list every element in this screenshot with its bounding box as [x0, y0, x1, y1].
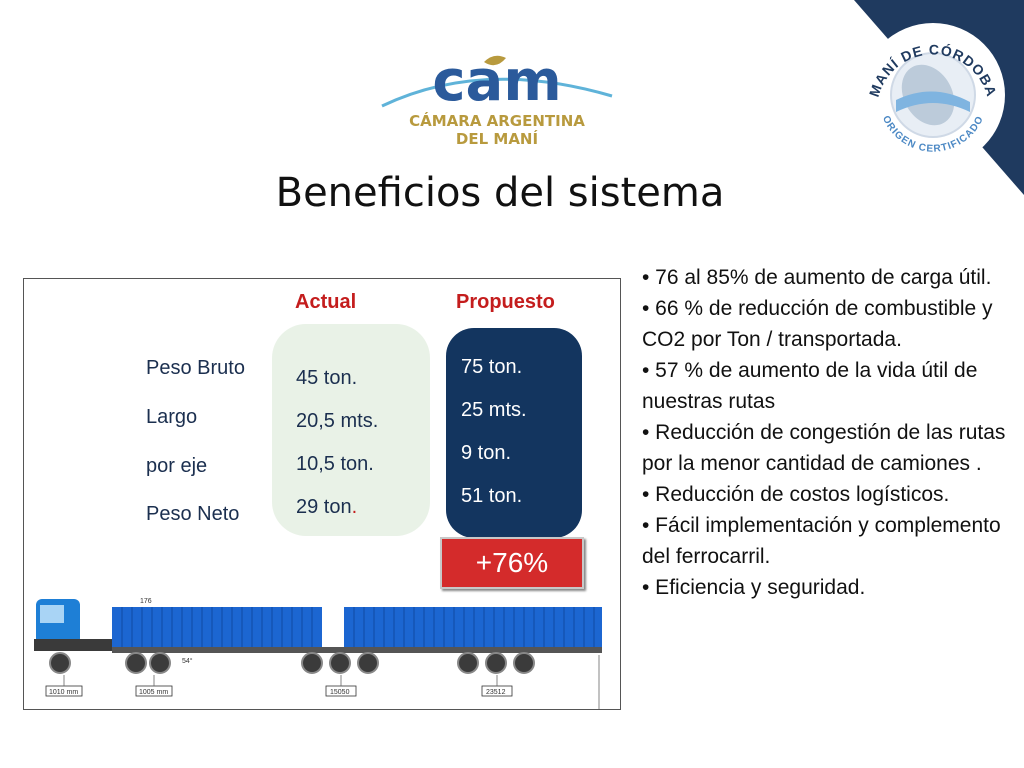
dim-1: 1010 mm [49, 689, 78, 696]
benefit-item: • 76 al 85% de aumento de carga útil. [642, 266, 992, 289]
increase-badge: +76% [440, 537, 584, 589]
trailer-2 [344, 607, 602, 653]
proposed-gross-weight: 75 ton. [461, 356, 523, 378]
actual-box [272, 324, 430, 536]
logo-line2: DEL MANÍ [456, 129, 539, 148]
benefits-list: • 76 al 85% de aumento de carga útil. • … [642, 262, 1012, 603]
logo-line1: CÁMARA ARGENTINA [409, 111, 585, 130]
row-label-net-weight: Peso Neto [146, 503, 240, 525]
actual-net-weight: 29 ton. [296, 496, 358, 518]
trailer-1 [112, 607, 344, 653]
cam-logo: cam CÁMARA ARGENTINA DEL MANÍ [381, 49, 613, 148]
proposed-per-axle: 9 ton. [461, 442, 512, 464]
row-label-gross-weight: Peso Bruto [146, 357, 245, 379]
leaf-icon [484, 55, 506, 66]
benefit-item: • Reducción de congestión de las rutas p… [642, 421, 1006, 475]
actual-header: Actual [295, 291, 357, 313]
benefit-item: • Reducción de costos logísticos. [642, 483, 950, 506]
dim-2: 1005 mm [139, 689, 168, 696]
actual-gross-weight: 45 ton. [296, 367, 358, 389]
row-label-per-axle: por eje [146, 455, 208, 477]
bitrain-truck-illustration: 176 54° 1010 mm 1005 mm 15050 23512 [34, 598, 602, 709]
page-title: Beneficios del sistema [275, 170, 725, 216]
benefit-item: • 66 % de reducción de combustible y CO2… [642, 297, 993, 351]
logo-wordmark: cam [432, 49, 561, 114]
actual-per-axle: 10,5 ton. [296, 453, 374, 475]
proposed-length: 25 mts. [461, 399, 527, 421]
benefit-item: • Eficiencia y seguridad. [642, 576, 866, 599]
trailer-plate: 176 [140, 598, 152, 605]
mani-de-cordoba-seal: MANÍ DE CÓRDOBA ORIGEN CERTIFICADO [861, 23, 1005, 167]
truck-cab [34, 599, 114, 651]
benefit-item: • 57 % de aumento de la vida útil de nue… [642, 359, 978, 413]
benefit-item: • Fácil implementación y complemento del… [642, 514, 1001, 568]
proposed-net-weight: 51 ton. [461, 485, 523, 507]
dim-4: 23512 [486, 689, 506, 696]
comparison-figure: Actual Propuesto Peso Bruto Largo por ej… [23, 278, 621, 710]
row-label-length: Largo [146, 406, 198, 428]
truck-wheels [49, 652, 535, 674]
proposed-header: Propuesto [456, 291, 555, 313]
dim-3: 15050 [330, 689, 350, 696]
dim-angle: 54° [182, 657, 193, 665]
proposed-box [446, 328, 582, 538]
actual-length: 20,5 mts. [296, 410, 379, 432]
